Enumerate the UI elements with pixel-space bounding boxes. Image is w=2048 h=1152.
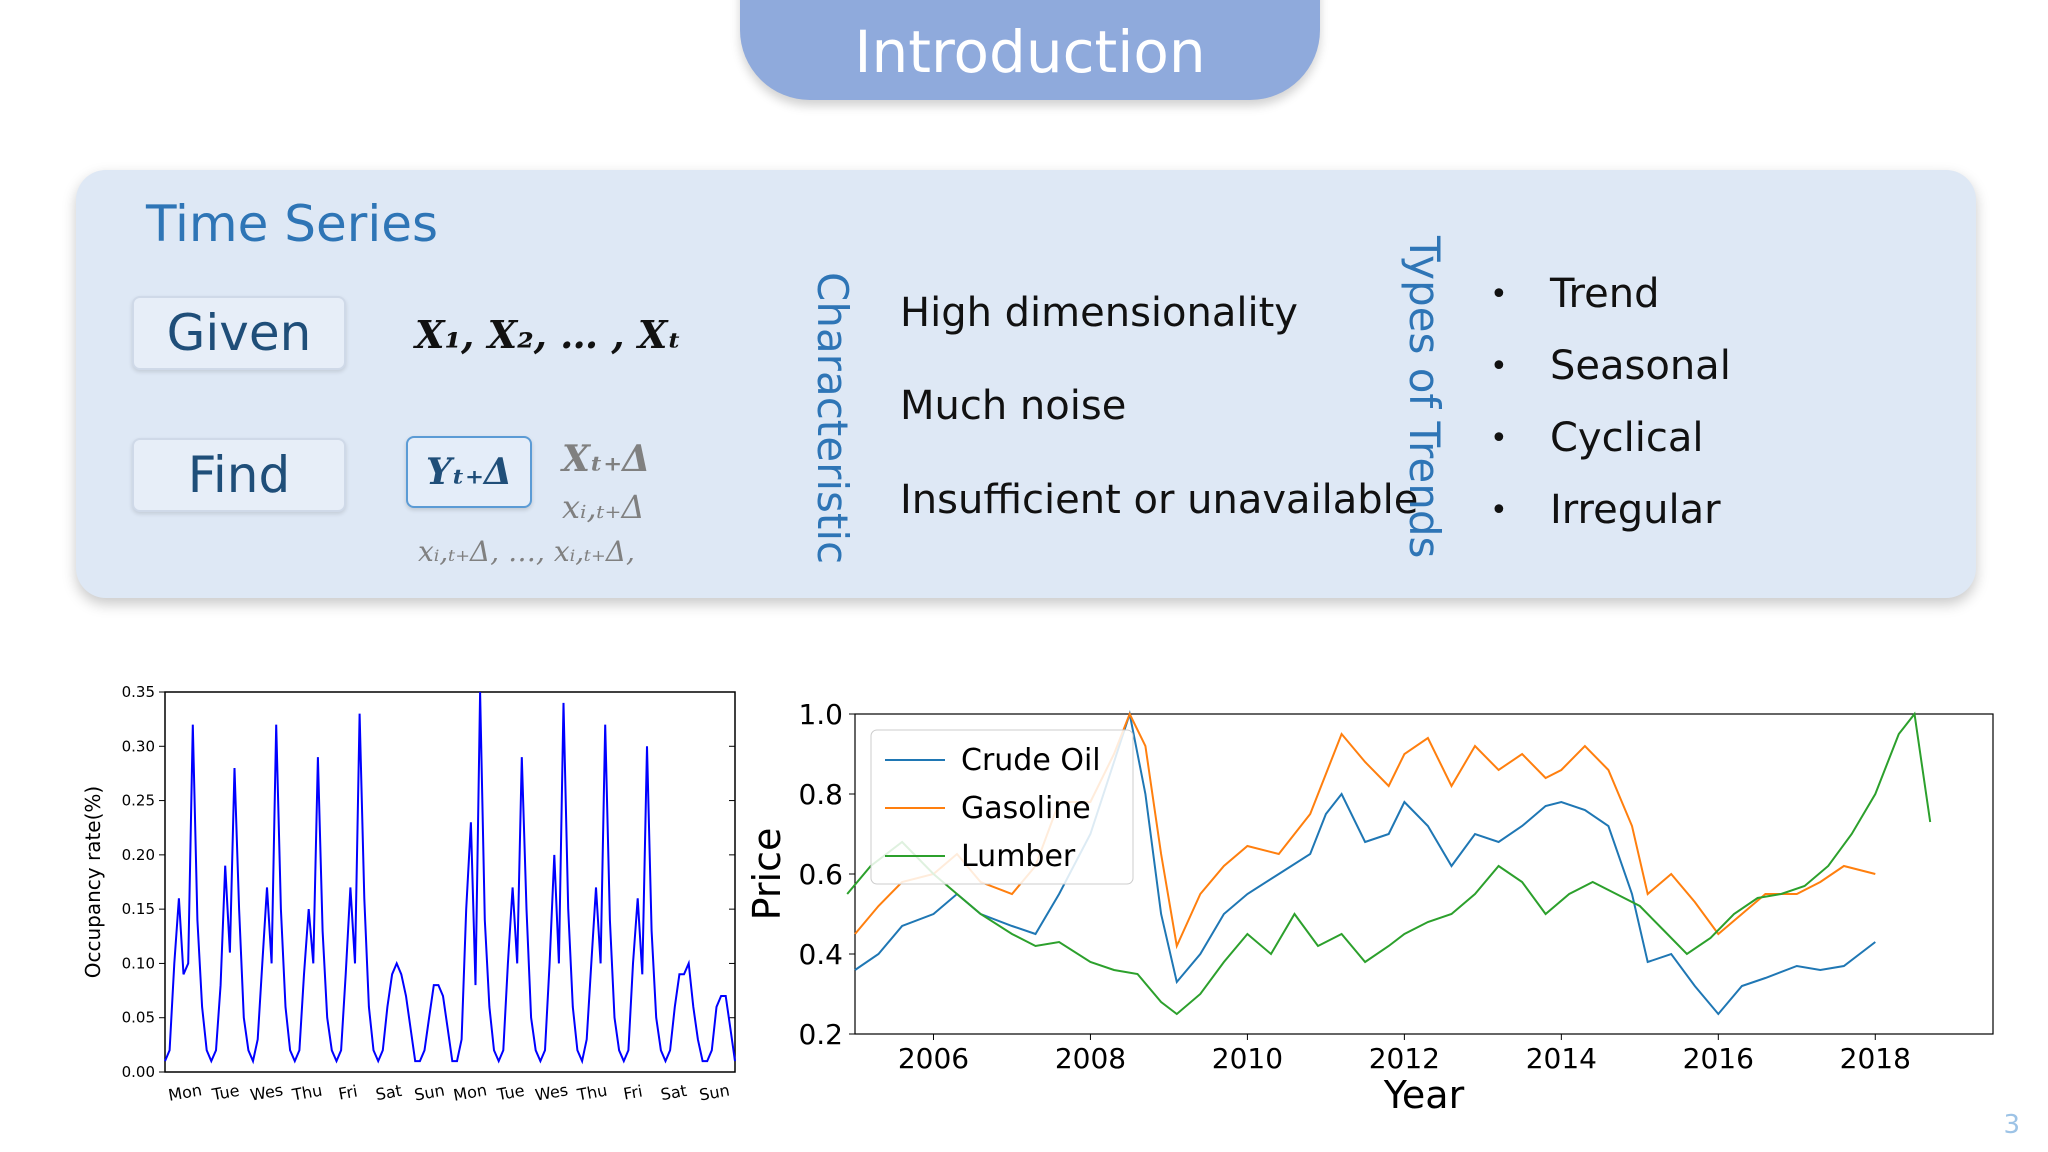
y-tick-label: 0.35 (122, 683, 155, 701)
trend-item: Seasonal (1550, 343, 1731, 389)
bullet-icon: • (1490, 348, 1508, 384)
y-axis-label: Price (745, 828, 789, 921)
legend-box (870, 729, 1134, 885)
x-tick-label: 2012 (1369, 1042, 1440, 1075)
x-tick-label: Wes (534, 1080, 570, 1104)
y-tick-label: 0.6 (798, 858, 843, 891)
x-tick-label: Sun (413, 1081, 446, 1105)
legend-label: Crude Oil (961, 743, 1101, 778)
characteristic-item: Much noise (900, 383, 1127, 429)
x-tick-label: Sun (698, 1081, 731, 1105)
x-tick-label: Tue (210, 1081, 241, 1105)
y-axis-label: Occupancy rate(%) (81, 786, 105, 978)
plot-frame (164, 691, 736, 1073)
find-label: Find (132, 438, 346, 512)
list-item: • Cyclical (1490, 402, 1731, 474)
x-tick-label: Mon (167, 1080, 204, 1105)
characteristic-label: Characteristic (808, 272, 857, 565)
x-tick-label: Wes (249, 1080, 285, 1104)
x-tick-label: Fri (337, 1082, 359, 1104)
slide-title: Introduction (854, 18, 1206, 86)
x-tick-label: Thu (575, 1081, 609, 1105)
trend-item: Trend (1550, 271, 1660, 317)
given-label: Given (132, 296, 346, 370)
x-tick-label: 2018 (1840, 1042, 1911, 1075)
x-axis-label: Year (1383, 1073, 1465, 1117)
y-tick-label: 0.25 (122, 792, 155, 810)
trend-item: Irregular (1550, 487, 1721, 533)
y-tick-label: 0.15 (122, 900, 155, 918)
given-formula: X₁, X₂, … , Xₜ (415, 312, 682, 357)
series-line (854, 710, 1876, 1016)
list-item: • Trend (1490, 258, 1731, 330)
series-line (846, 711, 1932, 1016)
time-series-heading: Time Series (146, 195, 439, 253)
y-tick-label: 1.0 (798, 698, 843, 731)
x-tick-label: 2014 (1526, 1042, 1597, 1075)
y-tick-label: 0.20 (122, 846, 155, 864)
find-target-box: Yₜ₊Δ (406, 436, 532, 508)
x-tick-label: Mon (452, 1080, 489, 1105)
y-tick-label: 0.8 (798, 778, 843, 811)
legend-label: Gasoline (961, 791, 1091, 826)
x-tick-label: Sat (374, 1081, 403, 1104)
bullet-icon: • (1490, 420, 1508, 456)
bullet-icon: • (1490, 492, 1508, 528)
y-tick-label: 0.00 (122, 1063, 155, 1081)
x-tick-label: Thu (290, 1081, 324, 1105)
characteristic-item: Insufficient or unavailable (900, 477, 1419, 523)
x-tick-label: 2016 (1683, 1042, 1754, 1075)
time-series-panel (76, 170, 1976, 598)
x-tick-label: 2008 (1055, 1042, 1126, 1075)
x-tick-label: Tue (495, 1081, 526, 1105)
trend-item: Cyclical (1550, 415, 1704, 461)
legend-label: Lumber (961, 839, 1076, 874)
list-item: • Seasonal (1490, 330, 1731, 402)
price-chart: 0.2 0.4 0.6 0.8 1.0 2006 2008 2010 2012 2014 2016 2… (745, 698, 1994, 1117)
characteristic-item: High dimensionality (900, 290, 1298, 336)
y-tick-label: 0.05 (122, 1009, 155, 1027)
trends-label: Types of Trends (1400, 236, 1449, 559)
trends-list: • Trend • Seasonal • Cyclical • Irregular (1490, 258, 1731, 546)
find-x-formula: Xₜ₊Δ (562, 438, 651, 480)
find-xi-formula: xᵢ,ₜ₊Δ (562, 488, 645, 526)
find-xlist-formula: xᵢ,ₜ₊Δ, …, xᵢ,ₜ₊Δ, (418, 535, 635, 568)
x-tick-label: 2006 (898, 1042, 969, 1075)
page-number: 3 (2003, 1110, 2020, 1140)
x-tick-label: 2010 (1212, 1042, 1283, 1075)
y-tick-label: 0.4 (798, 938, 843, 971)
list-item: • Irregular (1490, 474, 1731, 546)
y-tick-label: 0.30 (122, 737, 155, 755)
occupancy-line (164, 691, 736, 1065)
y-tick-label: 0.2 (798, 1018, 843, 1051)
y-tick-label: 0.10 (122, 954, 155, 972)
x-tick-label: Sat (659, 1081, 688, 1104)
title-banner: Introduction (740, 0, 1320, 100)
x-tick-label: Fri (622, 1082, 644, 1104)
bullet-icon: • (1490, 276, 1508, 312)
find-target-formula: Yₜ₊Δ (426, 451, 512, 493)
